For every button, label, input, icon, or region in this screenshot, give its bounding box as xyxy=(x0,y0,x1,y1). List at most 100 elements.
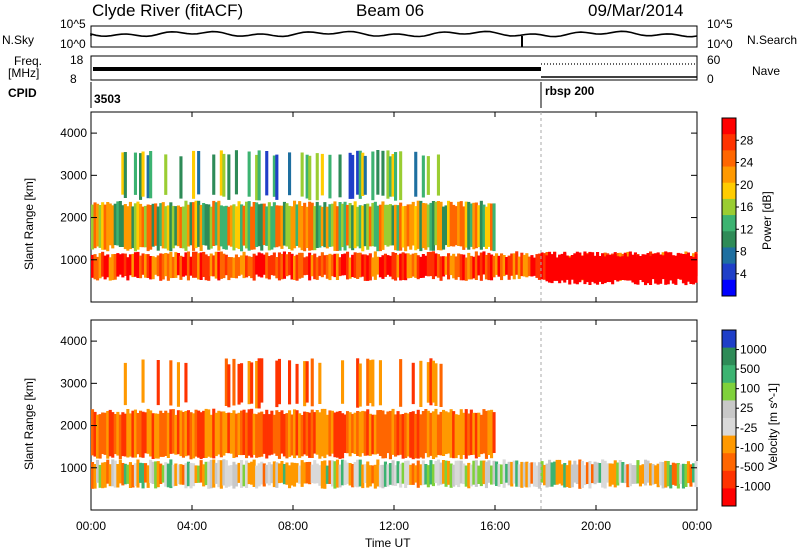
power-cell xyxy=(558,254,562,284)
velocity-cell xyxy=(164,462,168,487)
velocity-cell xyxy=(343,414,347,453)
power-cell xyxy=(436,154,440,196)
velocity-cell xyxy=(659,461,663,486)
power-cell xyxy=(563,253,567,283)
power-cell xyxy=(96,203,100,247)
power-cell xyxy=(611,255,615,285)
velocity-cell xyxy=(111,412,115,458)
power-cell xyxy=(151,256,155,280)
velocity-cell xyxy=(156,413,160,459)
velocity-cell xyxy=(431,464,435,487)
velocity-cell xyxy=(570,464,574,488)
power-cell xyxy=(543,253,547,280)
velocity-cell xyxy=(631,465,635,484)
velocity-cell xyxy=(159,463,163,484)
velocity-cell xyxy=(303,361,307,407)
velocity-cell xyxy=(548,459,552,487)
velocity-cell xyxy=(101,462,105,489)
power-cell xyxy=(341,254,345,276)
power-cell xyxy=(399,253,403,281)
velocity-cell xyxy=(373,414,377,455)
power-cell xyxy=(573,253,577,284)
power-cell xyxy=(449,255,453,276)
velocity-cell xyxy=(232,410,236,458)
velocity-cell xyxy=(280,461,284,483)
power-cell xyxy=(113,203,117,246)
power-cell xyxy=(275,205,279,248)
power-cell xyxy=(560,253,564,281)
velocity-cell xyxy=(459,409,463,460)
velocity-cell xyxy=(469,464,473,487)
power-cell xyxy=(399,202,403,251)
power-cell xyxy=(363,254,367,281)
power-cell xyxy=(527,256,531,277)
velocity-cell xyxy=(255,361,259,409)
power-cell xyxy=(234,206,238,248)
power-cell xyxy=(692,257,696,285)
velocity-cell xyxy=(388,463,392,485)
velocity-cell xyxy=(156,360,160,406)
velocity-cell xyxy=(681,463,685,489)
power-cell xyxy=(348,203,352,249)
velocity-cell xyxy=(260,411,264,457)
velocity-cell xyxy=(252,459,256,487)
power-cell xyxy=(585,254,589,283)
power-cell xyxy=(166,253,170,281)
power-cell xyxy=(649,256,653,285)
velocity-cell xyxy=(363,411,367,456)
velocity-cell xyxy=(434,408,438,458)
velocity-cell xyxy=(118,459,122,484)
power-cell xyxy=(530,255,534,277)
power-cell xyxy=(409,254,413,278)
power-cell xyxy=(436,254,440,278)
velocity-cell xyxy=(136,413,140,455)
power-cell xyxy=(654,254,658,284)
power-cell xyxy=(121,205,125,247)
power-ytick-label: 2000 xyxy=(60,211,87,225)
velocity-cell xyxy=(502,459,506,488)
velocity-cell xyxy=(411,463,415,485)
velocity-cell xyxy=(358,363,362,407)
velocity-cell xyxy=(176,362,180,407)
velocity-cell xyxy=(204,461,208,486)
power-cell xyxy=(343,201,347,251)
power-cell xyxy=(288,252,292,276)
velocity-cell xyxy=(467,462,471,489)
velocity-cell xyxy=(262,463,266,487)
velocity-cell xyxy=(482,460,486,485)
power-cell xyxy=(328,154,332,199)
velocity-cell xyxy=(434,461,438,484)
velocity-cell xyxy=(181,412,185,458)
velocity-cell xyxy=(404,412,408,458)
power-cell xyxy=(500,253,504,281)
power-cell xyxy=(93,202,97,249)
velocity-cell xyxy=(308,461,312,485)
velocity-cell xyxy=(540,461,544,483)
power-cell xyxy=(169,251,173,279)
power-cell xyxy=(368,253,372,281)
power-cell xyxy=(325,254,329,279)
power-cell xyxy=(219,205,223,247)
velocity-cell xyxy=(280,410,284,454)
velocity-cell xyxy=(366,409,370,456)
power-cell xyxy=(429,202,433,251)
velocity-colorbar-segment xyxy=(722,330,736,349)
power-cell xyxy=(484,206,488,249)
velocity-ytick-label: 1000 xyxy=(60,461,87,475)
power-cell xyxy=(123,253,127,276)
power-cell xyxy=(376,205,380,252)
power-cell xyxy=(202,251,206,277)
velocity-cell xyxy=(507,461,511,486)
velocity-cell xyxy=(656,463,660,488)
velocity-cell xyxy=(464,465,468,487)
velocity-cell xyxy=(469,409,473,455)
power-cell xyxy=(171,205,175,249)
power-cell xyxy=(227,206,231,246)
velocity-cell xyxy=(242,409,246,455)
power-cell xyxy=(141,253,145,275)
velocity-cell xyxy=(479,460,483,487)
velocity-cell xyxy=(293,462,297,487)
velocity-cell xyxy=(255,465,259,489)
power-cell xyxy=(490,203,494,251)
velocity-cell xyxy=(217,460,221,488)
